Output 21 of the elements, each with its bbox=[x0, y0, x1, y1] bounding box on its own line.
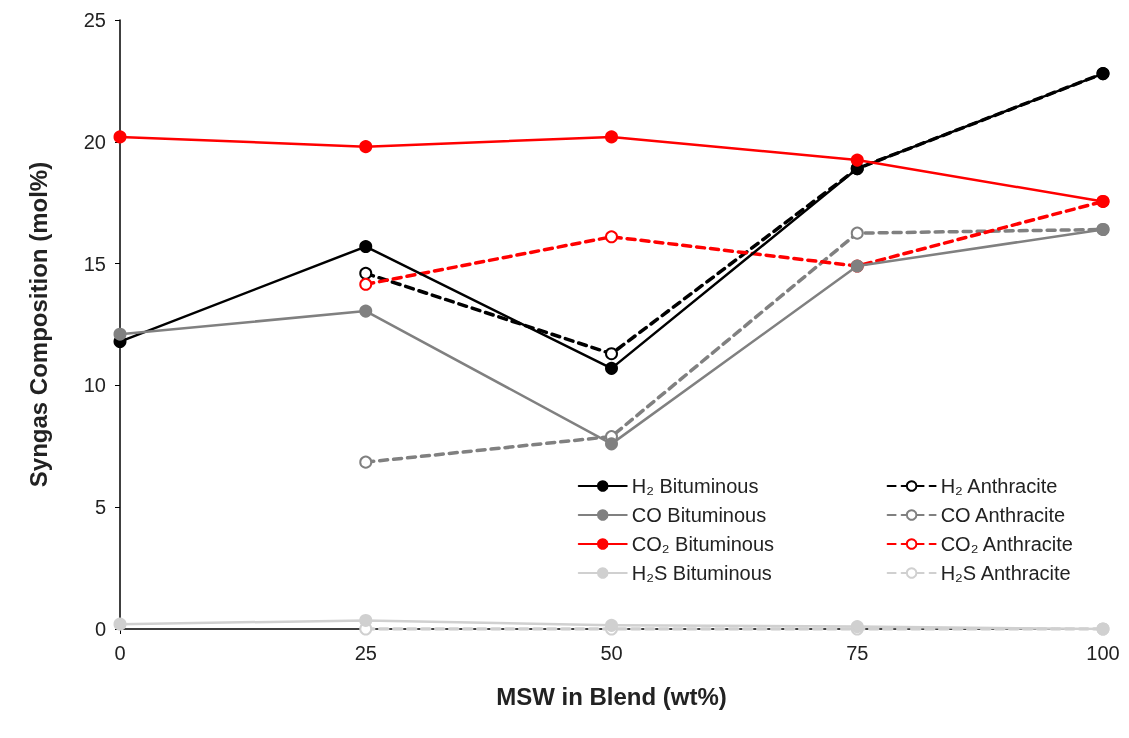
legend-label: CO Bituminous bbox=[631, 504, 767, 526]
y-tick-label: 5 bbox=[94, 496, 106, 519]
x-tick-label: 0 bbox=[114, 642, 126, 664]
x-tick-label: 25 bbox=[354, 642, 377, 664]
legend-label: H₂ Bituminous bbox=[631, 475, 759, 497]
legend-label: CO₂ Anthracite bbox=[940, 533, 1073, 555]
legend-label: H₂ Anthracite bbox=[940, 475, 1058, 497]
y-tick-label: 20 bbox=[83, 130, 106, 153]
legend-label: H₂S Bituminous bbox=[631, 562, 772, 584]
x-tick-label: 100 bbox=[1086, 642, 1120, 664]
x-tick-label: 50 bbox=[600, 642, 623, 664]
x-axis-title: MSW in Blend (wt%) bbox=[496, 682, 727, 710]
legend-label: CO₂ Bituminous bbox=[631, 533, 775, 555]
y-tick-label: 15 bbox=[83, 252, 106, 275]
x-tick-label: 75 bbox=[846, 642, 869, 664]
y-axis-title: Syngas Composition (mol%) bbox=[24, 161, 52, 488]
y-tick-label: 10 bbox=[83, 374, 106, 397]
y-tick-label: 0 bbox=[94, 618, 106, 640]
legend-label: H₂S Anthracite bbox=[940, 562, 1071, 584]
y-tick-label: 25 bbox=[83, 9, 106, 31]
legend-label: CO Anthracite bbox=[940, 504, 1066, 526]
